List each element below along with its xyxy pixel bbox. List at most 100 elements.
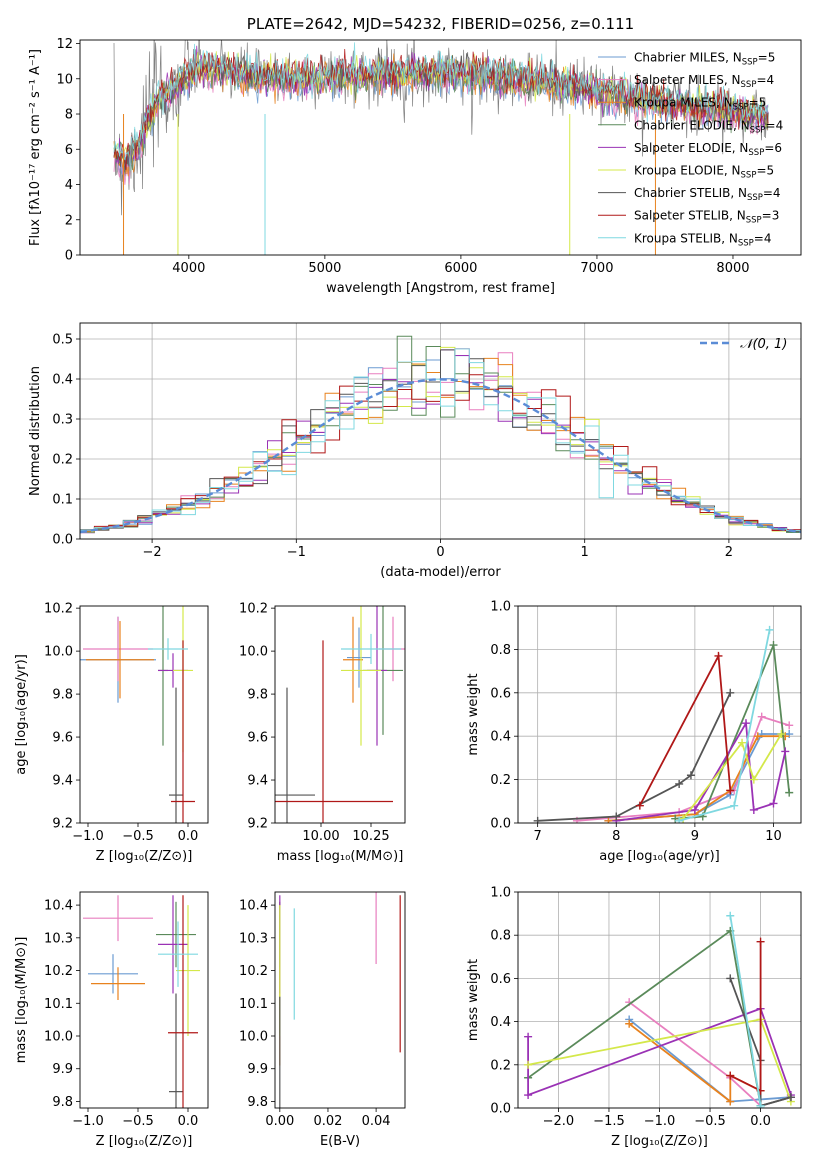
y-tick-label: 10.0 (44, 645, 73, 660)
axes-frame (79, 322, 802, 540)
legend: 𝒩(0, 1) (700, 337, 787, 352)
error-bar-point (341, 606, 381, 746)
legend-label: Kroupa STELIB, N (634, 231, 738, 245)
y-tick-label: 0.6 (490, 686, 511, 701)
y-axis-label: mass [log₁₀(M/M⊙)] (14, 937, 29, 1064)
y-tick-label: 10.0 (239, 645, 268, 660)
legend-label: Salpeter MILES, N (634, 73, 741, 87)
y-tick-label: 9.8 (247, 1095, 268, 1110)
x-tick-label: 9 (691, 829, 699, 844)
weight-marker (749, 775, 758, 784)
x-tick-label: 7 (534, 829, 542, 844)
weight-series-7 (726, 937, 765, 1095)
weight-marker (781, 747, 790, 756)
weight-marker (756, 1104, 765, 1108)
error-bar-point (88, 954, 138, 994)
weight-marker (726, 786, 735, 795)
y-tick-label: 0.2 (490, 773, 511, 788)
age_vs_mass-axes: 10.00 10.25 9.2 9.4 9.6 9.8 10.0 10.2 mass [log₁… (239, 602, 406, 864)
axes-frame (79, 39, 802, 256)
weight-marker (769, 641, 778, 650)
y-axis-label: mass weight (466, 673, 481, 755)
error-bar-point (341, 633, 401, 665)
mass_vs_EBV-axes: 0.00 0.02 0.04 9.8 9.9 10.0 10.1 10.2 10.3 10.4 E(… (239, 891, 406, 1149)
legend-tail: =4 (754, 231, 772, 245)
y-tick-label: 0.6 (490, 972, 511, 987)
weight-marker (612, 812, 621, 821)
x-tick-label: −2 (143, 545, 162, 560)
residuals-axes: −2 −1 0 1 2 0.0 0.1 0.2 0.3 0.4 0.5 (data-model)/er… (28, 322, 802, 580)
x-tick-label: 0.00 (265, 1114, 294, 1129)
axes-frame (79, 605, 209, 824)
error-bar-point (169, 687, 183, 823)
error-bar-point (171, 640, 195, 823)
weight-marker (757, 712, 766, 721)
legend-label: Kroupa ELODIE, N (634, 164, 741, 178)
x-tick-label: 5000 (308, 261, 341, 276)
y-axis-label: mass weight (466, 959, 481, 1041)
weight-marker (675, 816, 684, 823)
chart-title: PLATE=2642, MJD=54232, FIBERID=0256, z=0… (247, 15, 634, 33)
x-axis-label: Z [log₁₀(Z/Z⊙)] (96, 849, 193, 864)
y-tick-label: 0.1 (52, 493, 73, 508)
legend-label: Salpeter ELODIE, N (634, 141, 748, 155)
x-tick-label: 0.0 (750, 1114, 771, 1129)
y-tick-label: 9.9 (52, 1062, 73, 1077)
x-tick-label: 7000 (580, 261, 613, 276)
weight-marker (714, 651, 723, 660)
x-tick-label: −1.5 (593, 1114, 625, 1129)
x-tick-label: 4000 (172, 261, 205, 276)
plot-area (279, 892, 401, 1108)
weight-marker (777, 730, 786, 739)
error-bar-point (158, 921, 198, 987)
y-tick-label: 0.8 (490, 929, 511, 944)
legend-tail: =4 (766, 118, 784, 132)
y-axis-label: Normed distribution (28, 366, 43, 496)
weight-marker (741, 719, 750, 728)
x-tick-label: 10.00 (302, 829, 339, 844)
x-tick-label: 6000 (444, 261, 477, 276)
weight-marker (524, 1091, 533, 1100)
y-tick-label: 10.1 (239, 997, 268, 1012)
plot-area (113, 40, 769, 255)
x-tick-label: −0.5 (122, 1114, 154, 1129)
weight_vs_Z-axes: −2.0 −1.5 −1.0 −0.5 0.0 0.0 0.2 0.4 0.6 0.8 1.0 Z [… (466, 886, 802, 1149)
x-tick-label: 0.02 (313, 1114, 342, 1129)
y-tick-label: 0.5 (52, 333, 73, 348)
error-bar-point (275, 640, 393, 823)
x-tick-label: −1 (287, 545, 306, 560)
legend-label: Chabrier MILES, N (634, 51, 742, 65)
y-tick-label: 10.2 (44, 964, 73, 979)
legend-entry: Kroupa STELIB, NSSP=4 (634, 231, 772, 248)
y-tick-label: 10.3 (239, 931, 268, 946)
error-bar-point (83, 616, 153, 682)
y-tick-label: 0.2 (52, 453, 73, 468)
y-tick-label: 0.4 (490, 1015, 511, 1030)
weight-marker (675, 779, 684, 788)
legend-tail: =6 (764, 141, 782, 155)
legend-subscript: SSP (742, 58, 758, 68)
y-tick-label: 0.0 (52, 533, 73, 548)
x-tick-label: −0.5 (122, 829, 154, 844)
legend-entry: Chabrier ELODIE, NSSP=4 (634, 118, 783, 135)
legend-entry: Kroupa ELODIE, NSSP=5 (634, 164, 774, 181)
error-bar-point (83, 895, 153, 942)
x-tick-label: −1.0 (72, 829, 104, 844)
plot-area (275, 606, 405, 823)
x-axis-label: Z [log₁₀(Z/Z⊙)] (96, 1134, 193, 1149)
weight-marker (604, 816, 613, 823)
y-tick-label: 10.2 (239, 602, 268, 617)
legend-entry: Salpeter STELIB, NSSP=3 (634, 209, 779, 226)
x-axis-label: E(B-V) (320, 1134, 360, 1149)
legend-label: Kroupa MILES, N (634, 96, 733, 110)
weight-marker (524, 1060, 533, 1069)
x-axis-label: Z [log₁₀(Z/Z⊙)] (611, 1134, 708, 1149)
x-tick-label: −0.5 (694, 1114, 726, 1129)
y-tick-label: 9.8 (247, 688, 268, 703)
y-tick-label: 9.4 (247, 774, 268, 789)
weight-series-4 (612, 719, 790, 823)
error-bar-point (91, 967, 145, 1000)
weight-marker (749, 805, 758, 814)
x-tick-label: 10.25 (352, 829, 389, 844)
